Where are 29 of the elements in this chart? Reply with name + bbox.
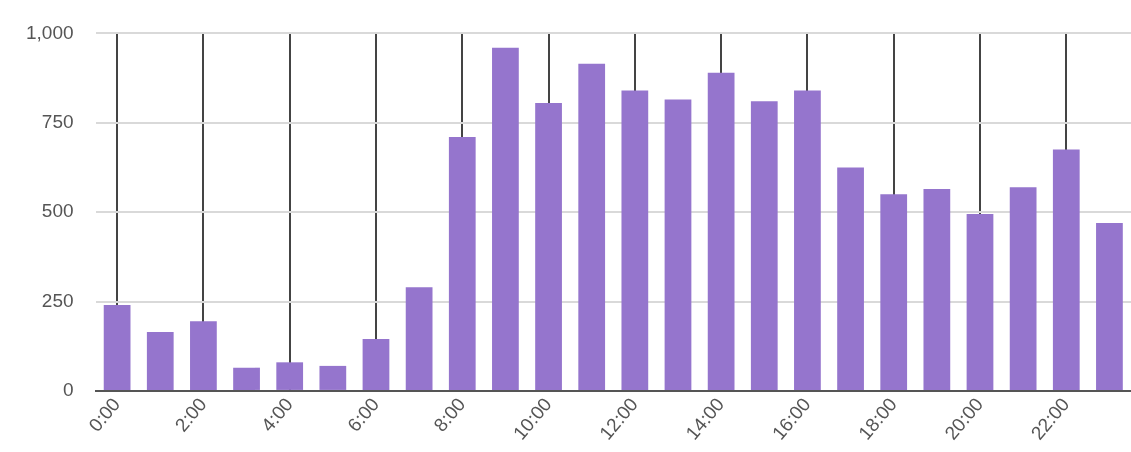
bar xyxy=(794,90,821,390)
bar xyxy=(190,321,217,390)
y-tick-label: 750 xyxy=(41,111,74,133)
bar xyxy=(1052,149,1080,390)
bar xyxy=(319,365,347,390)
bar xyxy=(492,47,519,390)
bar xyxy=(750,101,778,390)
y-tick-label: 1,000 xyxy=(26,21,74,43)
bar xyxy=(535,103,562,390)
bar xyxy=(362,339,390,390)
y-tick-label: 500 xyxy=(41,200,74,222)
bar xyxy=(966,213,994,390)
bar xyxy=(448,137,476,390)
bar xyxy=(405,287,433,390)
y-tick-label: 0 xyxy=(62,379,74,401)
bar xyxy=(103,305,131,390)
bar xyxy=(707,72,735,390)
bar xyxy=(146,331,174,390)
bar xyxy=(1009,187,1037,390)
bar xyxy=(837,167,864,390)
bar xyxy=(880,194,908,390)
bar xyxy=(276,362,304,390)
bar xyxy=(1096,222,1123,390)
bar xyxy=(578,63,606,390)
bar xyxy=(233,367,260,390)
bar xyxy=(621,90,649,390)
bar xyxy=(923,188,951,390)
bar xyxy=(664,99,692,390)
y-tick-label: 250 xyxy=(41,289,74,311)
